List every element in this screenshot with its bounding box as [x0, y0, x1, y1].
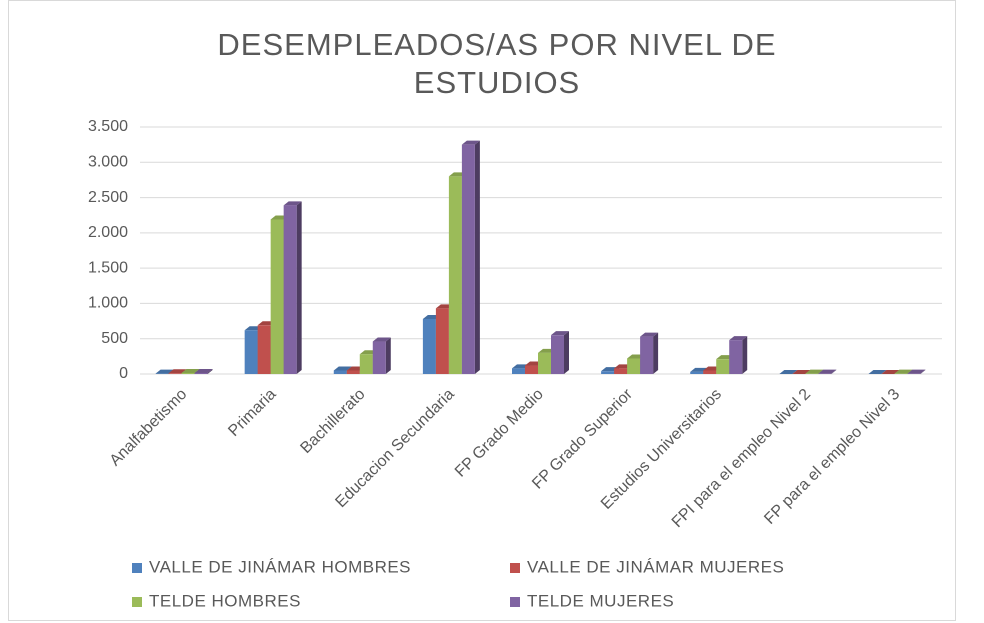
bar-top — [818, 369, 837, 374]
bar — [614, 368, 628, 374]
bar-top — [907, 369, 926, 374]
bar-group — [551, 331, 569, 374]
bar-group — [792, 370, 811, 374]
bar-side — [564, 331, 569, 374]
y-tick-label: 3.000 — [88, 154, 128, 171]
bar-side — [742, 336, 748, 374]
bar-top — [333, 366, 352, 371]
y-tick-label: 0 — [119, 365, 128, 382]
bar-group — [907, 369, 926, 374]
bar — [627, 358, 641, 374]
bar — [601, 371, 615, 374]
bar-group — [283, 201, 302, 374]
y-tick-label: 1.500 — [88, 259, 128, 276]
bar — [181, 372, 195, 374]
bar-top — [372, 337, 391, 342]
bar-top — [181, 368, 200, 373]
bar-group — [881, 370, 900, 374]
bar — [194, 372, 208, 374]
bar — [346, 370, 360, 374]
bar — [270, 219, 284, 374]
legend-swatch — [132, 597, 142, 607]
bar-top — [551, 331, 569, 336]
bar-side — [653, 332, 659, 374]
legend-label: TELDE MUJERES — [527, 591, 674, 610]
bar — [372, 341, 386, 374]
y-tick-label: 500 — [101, 330, 128, 347]
x-tick-label: FP Grado Medio — [452, 386, 547, 481]
bar-top — [881, 370, 900, 374]
bar-group — [779, 370, 798, 374]
bar-group — [372, 337, 391, 374]
bar-group — [640, 332, 659, 374]
bar-top — [461, 140, 480, 145]
bar — [538, 352, 551, 374]
bar — [716, 359, 730, 374]
y-tick-label: 2.500 — [88, 189, 128, 206]
y-tick-label: 3.500 — [88, 118, 128, 135]
bar — [461, 144, 475, 374]
bar-top — [868, 370, 887, 374]
bar-side — [474, 140, 480, 374]
bar-side — [920, 369, 926, 374]
bar — [359, 354, 373, 374]
bar — [244, 330, 258, 374]
bar — [512, 368, 525, 374]
bar-side — [296, 201, 302, 374]
bar-top — [155, 369, 174, 374]
x-tick-label: FP Grado Superior — [529, 385, 636, 492]
x-tick-label: Bachillerato — [297, 386, 368, 457]
bar — [333, 370, 347, 374]
bar-top — [729, 336, 748, 341]
bar-top — [194, 368, 213, 373]
x-tick-label: Analfabetismo — [107, 386, 191, 470]
bar-group — [461, 140, 480, 374]
bar — [257, 325, 271, 374]
legend-label: VALLE DE JINÁMAR HOMBRES — [149, 557, 411, 576]
bar — [283, 205, 297, 374]
x-tick-label: Primaria — [225, 386, 279, 440]
chart-frame — [8, 0, 956, 621]
bar-top — [894, 369, 913, 374]
bar-side — [385, 337, 391, 374]
bar-top — [640, 332, 659, 337]
legend-label: TELDE HOMBRES — [149, 591, 301, 610]
bar — [551, 335, 564, 374]
bar — [422, 318, 436, 374]
bar-top — [805, 369, 824, 374]
bar-top — [792, 370, 811, 374]
bar — [690, 371, 704, 374]
bar — [448, 176, 462, 374]
legend-swatch — [510, 597, 520, 607]
bar — [640, 336, 654, 374]
bar-top — [283, 201, 302, 206]
y-tick-label: 1.000 — [88, 295, 128, 312]
bar — [729, 340, 743, 374]
chart-title: DESEMPLEADOS/AS POR NIVEL DE ESTUDIOS — [217, 27, 777, 100]
legend-swatch — [510, 563, 520, 573]
legend-swatch — [132, 563, 142, 573]
bar-group — [194, 368, 213, 374]
bar-side — [831, 369, 837, 374]
legend-label: VALLE DE JINÁMAR MUJERES — [527, 557, 784, 576]
bar-top — [779, 370, 798, 374]
bar-group — [818, 369, 837, 374]
bar — [435, 308, 449, 374]
bar-group — [729, 336, 748, 374]
y-tick-label: 2.000 — [88, 224, 128, 241]
bar — [168, 373, 182, 374]
bar — [525, 365, 538, 374]
bar — [703, 370, 717, 374]
bar-side — [207, 368, 213, 374]
bar-top — [168, 369, 187, 374]
bar-group — [868, 370, 887, 374]
